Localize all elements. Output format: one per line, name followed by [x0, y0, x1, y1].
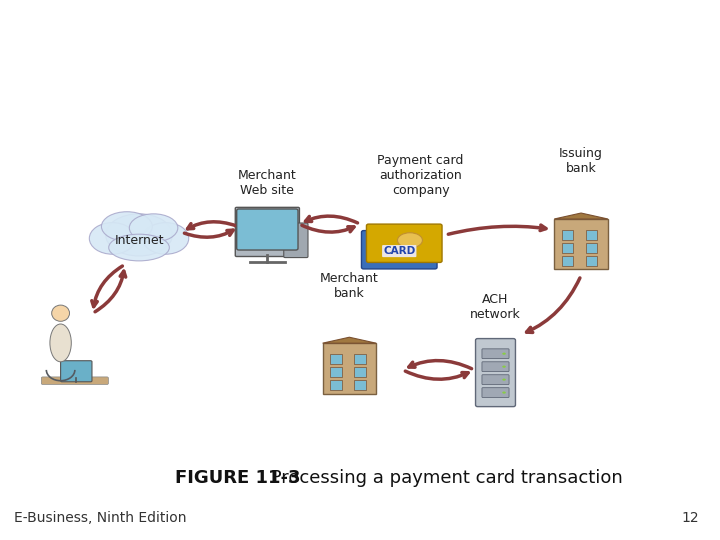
FancyBboxPatch shape [361, 231, 437, 269]
Text: 12: 12 [681, 511, 698, 525]
FancyBboxPatch shape [475, 339, 516, 407]
FancyBboxPatch shape [562, 243, 573, 253]
Ellipse shape [106, 214, 172, 256]
Ellipse shape [397, 233, 423, 248]
Ellipse shape [89, 222, 135, 254]
Ellipse shape [143, 222, 189, 254]
FancyBboxPatch shape [482, 349, 509, 359]
FancyBboxPatch shape [562, 230, 573, 240]
FancyBboxPatch shape [41, 377, 109, 384]
FancyBboxPatch shape [60, 361, 92, 382]
FancyBboxPatch shape [482, 375, 509, 384]
Ellipse shape [109, 234, 169, 261]
FancyBboxPatch shape [554, 219, 608, 269]
Polygon shape [323, 337, 376, 343]
Ellipse shape [130, 214, 178, 242]
Text: E-Business, Ninth Edition: E-Business, Ninth Edition [14, 511, 186, 525]
FancyBboxPatch shape [330, 367, 342, 377]
Text: Processing a payment card transaction: Processing a payment card transaction [265, 469, 623, 487]
FancyBboxPatch shape [330, 354, 342, 364]
FancyBboxPatch shape [482, 388, 509, 397]
Ellipse shape [102, 212, 153, 241]
FancyBboxPatch shape [323, 343, 376, 394]
Text: FIGURE 11-3: FIGURE 11-3 [175, 469, 300, 487]
FancyBboxPatch shape [354, 354, 366, 364]
FancyBboxPatch shape [586, 256, 598, 266]
FancyBboxPatch shape [284, 223, 308, 258]
FancyBboxPatch shape [482, 362, 509, 372]
Text: Issuing
bank: Issuing bank [559, 147, 603, 176]
Text: ACH
network: ACH network [470, 293, 521, 321]
FancyBboxPatch shape [562, 256, 573, 266]
FancyBboxPatch shape [330, 380, 342, 390]
FancyBboxPatch shape [586, 243, 598, 253]
Text: CARD: CARD [383, 246, 415, 256]
FancyBboxPatch shape [366, 224, 442, 262]
Ellipse shape [50, 324, 71, 362]
Polygon shape [554, 213, 608, 219]
Text: Merchant
Web site: Merchant Web site [238, 169, 297, 197]
FancyBboxPatch shape [354, 380, 366, 390]
Ellipse shape [503, 392, 506, 394]
Ellipse shape [52, 305, 70, 321]
Text: Internet: Internet [114, 234, 163, 247]
Text: Payment card
authorization
company: Payment card authorization company [377, 154, 464, 197]
Ellipse shape [503, 379, 506, 381]
FancyBboxPatch shape [237, 209, 298, 250]
Text: Merchant
bank: Merchant bank [320, 272, 379, 300]
Ellipse shape [503, 353, 506, 355]
FancyBboxPatch shape [235, 207, 300, 256]
FancyBboxPatch shape [586, 230, 598, 240]
Ellipse shape [503, 366, 506, 368]
FancyBboxPatch shape [354, 367, 366, 377]
